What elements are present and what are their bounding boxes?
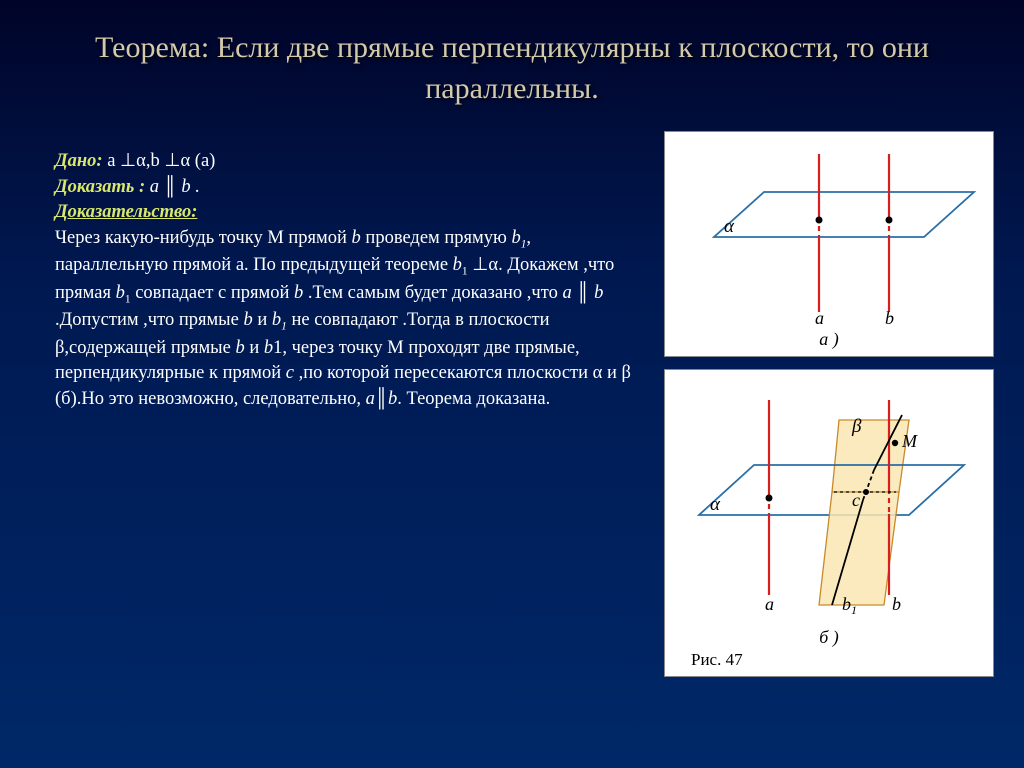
svg-text:b: b — [892, 594, 901, 614]
text-column: Дано: a ⊥α,b ⊥α (а) Доказать : a ║ b . Д… — [55, 131, 644, 677]
proof-label: Доказательство: — [55, 202, 197, 222]
proof-label-line: Доказательство: — [55, 200, 644, 226]
svg-text:α: α — [710, 494, 721, 515]
svg-text:b: b — [885, 308, 894, 327]
proof-body: Через какую-нибудь точку М прямой b пров… — [55, 226, 644, 413]
svg-text:a: a — [765, 594, 774, 614]
content-row: Дано: a ⊥α,b ⊥α (а) Доказать : a ║ b . Д… — [0, 121, 1024, 677]
svg-text:β: β — [851, 416, 862, 437]
prove-label: Доказать : — [55, 177, 145, 197]
figure-column: αab а ) αβabb1Mc б ) Рис. 47 — [664, 131, 994, 677]
figure-b: αβabb1Mc б ) Рис. 47 — [664, 369, 994, 677]
svg-text:M: M — [901, 431, 918, 451]
svg-text:c: c — [852, 490, 860, 510]
given-label: Дано: — [55, 151, 103, 171]
figure-a: α a b а ) — [664, 131, 994, 357]
figure-b-svg: αβabb1Mc — [674, 380, 984, 625]
slide-title: Теорема: Если две прямые перпендикулярны… — [0, 0, 1024, 121]
figure-caption: Рис. 47 — [691, 650, 985, 670]
figure-a-svg: α a b — [674, 142, 984, 327]
prove-line: Доказать : a ║ b . — [55, 175, 644, 201]
svg-text:α: α — [724, 216, 735, 237]
prove-text: a ║ b . — [145, 177, 200, 197]
given-text: a ⊥α,b ⊥α (а) — [103, 151, 216, 171]
figure-a-label: а ) — [673, 329, 985, 350]
svg-text:a: a — [815, 308, 824, 327]
figure-b-label: б ) — [673, 627, 985, 648]
given-line: Дано: a ⊥α,b ⊥α (а) — [55, 149, 644, 175]
